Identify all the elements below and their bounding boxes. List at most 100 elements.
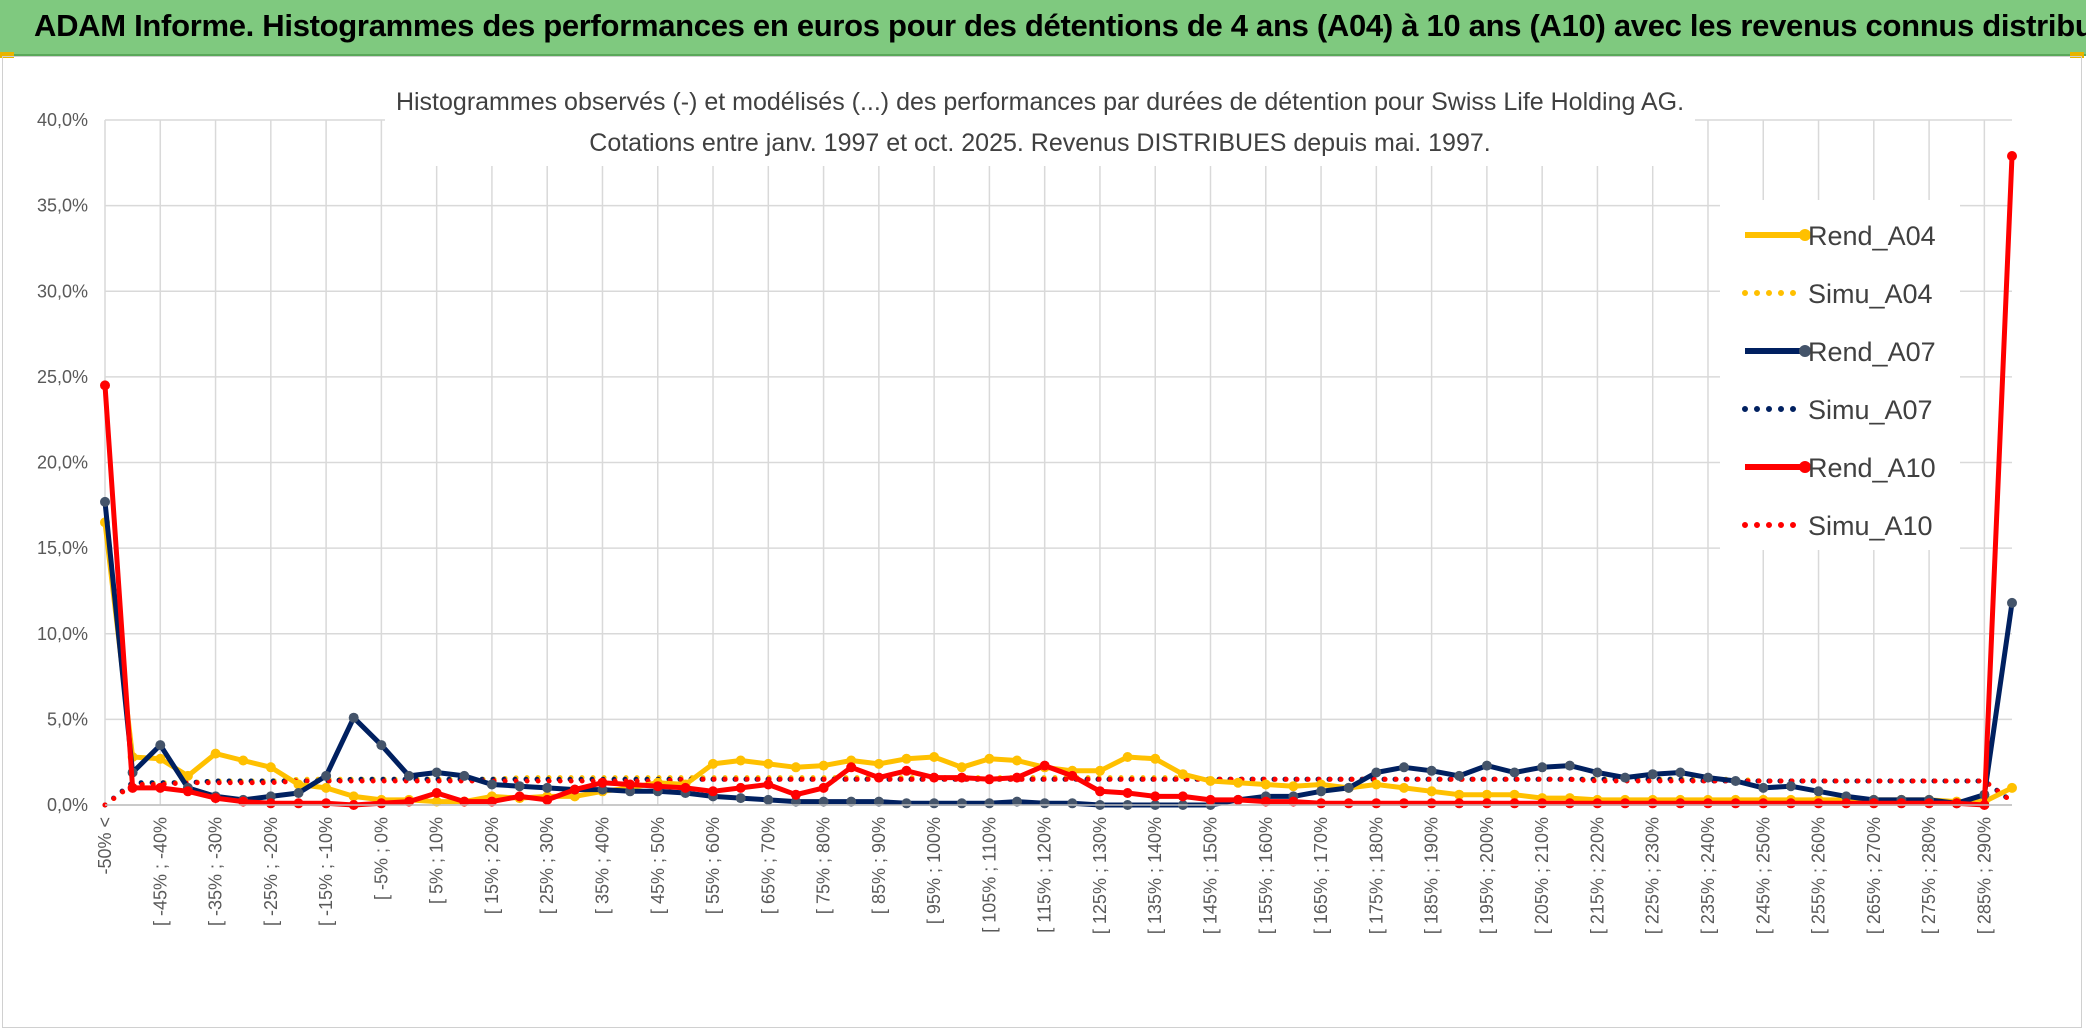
x-tick-label: [ 105% ; 110% — [979, 817, 999, 933]
x-tick-label: [ 135% ; 140% — [1145, 817, 1165, 934]
x-tick-label: [ 155% ; 160% — [1256, 817, 1276, 934]
data-point — [929, 798, 940, 809]
data-point — [1426, 798, 1437, 809]
data-point — [1288, 796, 1299, 807]
data-point — [1868, 798, 1879, 809]
data-point — [1012, 755, 1022, 766]
data-point — [2007, 597, 2017, 608]
data-point — [1813, 786, 1824, 797]
data-point — [182, 770, 193, 781]
x-tick-label: -50% < — [95, 817, 115, 875]
data-point — [2007, 151, 2017, 161]
data-point — [763, 758, 774, 769]
legend-label: Rend_A10 — [1808, 453, 1936, 483]
data-point — [1454, 770, 1465, 781]
x-tick-label: [ 15% ; 20% — [482, 817, 502, 914]
series-line-Rend_A10 — [102, 155, 2015, 808]
data-point — [818, 796, 829, 807]
legend-label: Simu_A07 — [1808, 395, 1933, 425]
data-point — [680, 782, 691, 793]
y-tick-label: 40,0% — [37, 110, 88, 130]
data-point — [790, 762, 801, 773]
data-point — [1343, 782, 1354, 793]
data-point — [155, 753, 166, 764]
x-tick-label: [ 185% ; 190% — [1422, 817, 1442, 934]
y-tick-label: 0,0% — [47, 795, 88, 815]
y-tick-label: 35,0% — [37, 196, 88, 216]
data-point — [1371, 798, 1382, 809]
series-Simu_A10 — [102, 776, 2015, 808]
data-point — [1841, 798, 1852, 809]
data-point — [1481, 760, 1492, 771]
data-point — [1785, 781, 1796, 792]
data-point — [459, 770, 470, 781]
page-title: ADAM Informe. Histogrammes des performan… — [34, 8, 2086, 43]
data-point — [1951, 798, 1962, 809]
data-point — [1730, 798, 1741, 809]
data-point — [735, 755, 746, 766]
x-tick-label: [ -5% ; 0% — [371, 817, 391, 900]
x-tick-label: [ 115% ; 120% — [1035, 817, 1055, 933]
series-line-Rend_A04 — [102, 522, 2014, 805]
data-point — [818, 760, 829, 771]
data-point — [1399, 762, 1409, 773]
data-point — [1150, 791, 1161, 802]
data-point — [652, 781, 663, 792]
data-point — [1316, 798, 1327, 809]
data-point — [873, 796, 884, 807]
data-point — [1454, 789, 1465, 800]
corner-mark-left — [0, 52, 14, 58]
data-point — [182, 786, 193, 797]
data-point — [1288, 781, 1299, 792]
data-point — [1481, 789, 1492, 800]
x-tick-label: [ -15% ; -10% — [316, 817, 336, 926]
x-tick-label: [ 265% ; 270% — [1864, 817, 1884, 934]
legend-item-Rend_A04: Rend_A04 — [1745, 221, 1936, 251]
data-point — [1730, 776, 1741, 786]
data-point — [293, 788, 304, 798]
data-point — [1260, 796, 1271, 807]
data-point — [597, 777, 608, 788]
data-point — [1620, 798, 1631, 809]
data-point — [1647, 769, 1658, 780]
data-point — [1343, 798, 1354, 809]
data-point — [542, 782, 553, 793]
y-tick-label: 15,0% — [37, 538, 88, 558]
data-point — [901, 765, 912, 776]
data-point — [1122, 788, 1133, 798]
data-point — [901, 798, 912, 809]
data-point — [404, 796, 414, 807]
data-point — [100, 380, 110, 391]
data-point — [238, 755, 249, 766]
legend-marker — [1799, 345, 1811, 357]
series-Rend_A07 — [100, 496, 2017, 810]
data-point — [404, 770, 414, 781]
x-tick-label: [ 145% ; 150% — [1201, 817, 1221, 934]
data-point — [1205, 794, 1216, 805]
data-point — [431, 788, 442, 798]
x-tick-label: [ 255% ; 260% — [1809, 817, 1829, 934]
legend-item-Rend_A10: Rend_A10 — [1745, 453, 1936, 483]
corner-mark-right — [2070, 52, 2084, 58]
x-tick-label: [ 5% ; 10% — [427, 817, 447, 904]
data-point — [542, 794, 553, 805]
data-point — [293, 779, 304, 790]
y-tick-label: 30,0% — [37, 281, 88, 301]
chart-title: Histogrammes observés (-) et modélisés (… — [396, 88, 1684, 116]
data-point — [625, 779, 636, 790]
data-point — [1785, 798, 1796, 809]
data-point — [1537, 762, 1548, 773]
data-point — [956, 762, 967, 773]
data-point — [1150, 753, 1161, 764]
legend-label: Rend_A07 — [1808, 337, 1936, 367]
data-point — [348, 712, 359, 723]
legend-item-Simu_A04: Simu_A04 — [1742, 279, 1933, 309]
series-line-Rend_A07 — [102, 501, 2015, 808]
data-point — [1012, 772, 1022, 783]
data-point — [984, 774, 995, 785]
data-point — [210, 793, 221, 804]
x-tick-label: [ 175% ; 180% — [1366, 817, 1386, 934]
data-point — [1592, 767, 1603, 778]
x-tick-label: [ 245% ; 250% — [1753, 817, 1773, 934]
data-point — [735, 793, 746, 804]
